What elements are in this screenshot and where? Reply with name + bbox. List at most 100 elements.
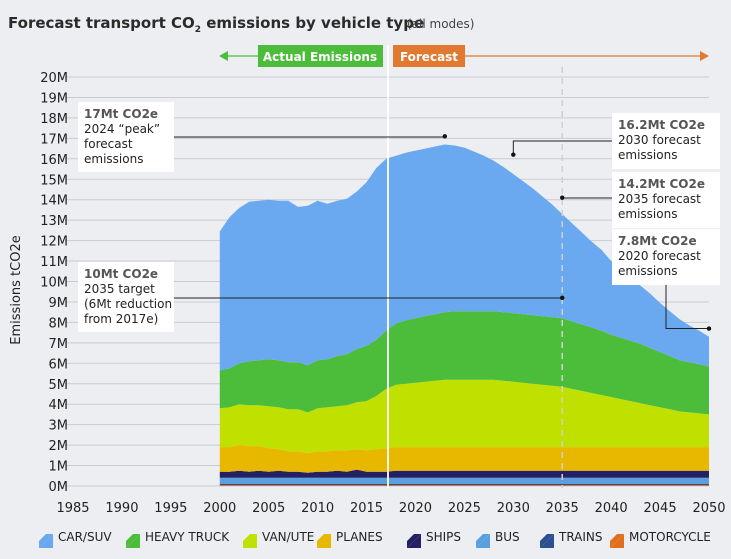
chart-title: Forecast transport CO2 emissions by vehi… [8,14,424,35]
x-tick-label: 2025 [448,501,481,516]
annotation-point [442,134,448,139]
y-tick-label: 18M [40,112,68,127]
y-tick-label: 20M [40,71,68,86]
legend: CAR/SUV HEAVY TRUCK VAN/UTE PLANES SHIPS BUS T… [39,530,711,548]
stacked-areas [219,144,710,486]
y-tick-label: 5M [49,378,69,393]
area-van [219,379,710,454]
legend-item-bus: BUS [476,530,520,548]
y-tick-label: 8M [49,316,69,331]
annotation-point [560,295,565,301]
y-tick-label: 14M [40,194,68,209]
forecast-label: Forecast [400,50,458,64]
annotation-box [78,102,174,172]
annotation-line: emissions [84,152,143,166]
annotation-line: 2030 forecast [618,133,701,147]
x-tick-label: 2000 [203,501,236,516]
y-tick-label: 19M [40,91,68,106]
y-tick-label: 17M [40,132,68,147]
x-tick-label: 2010 [301,501,334,516]
forecast-tag [393,45,465,67]
x-tick-label: 2005 [252,501,285,516]
x-tick-label: 2020 [399,501,432,516]
annotation-line: 2020 forecast [618,249,701,263]
annotation-value: 16.2Mt CO2e [618,118,705,132]
legend-label: MOTORCYCLE [629,530,711,544]
x-tick-label: 1990 [105,501,138,516]
forecast-arrow-head [700,51,709,61]
annotation-value: 17Mt CO2e [84,107,158,121]
phase-bar: Actual Emissions Forecast [219,45,709,67]
annotation-leader [665,285,709,330]
legend-label: CAR/SUV [58,530,112,544]
legend-swatch-top [610,534,624,548]
annotation-line: emissions [618,148,677,162]
legend-swatch-top [407,534,421,548]
legend-label: BUS [495,530,520,544]
legend-label: PLANES [336,530,383,544]
legend-item-van: VAN/UTE [243,530,314,548]
annotation-value: 14.2Mt CO2e [618,177,705,191]
legend-item-planes: PLANES [317,530,383,548]
area-trains [219,484,710,485]
legend-swatch-top [39,534,53,548]
actual-emissions-tag [258,45,383,67]
legend-label: SHIPS [426,530,461,544]
x-tick-label: 2040 [595,501,628,516]
y-tick-label: 6M [49,357,69,372]
y-tick-label: 11M [40,255,68,270]
annotation-box [612,172,720,228]
annotation-value: 10Mt CO2e [84,267,158,281]
annotation-line: 2035 forecast [618,192,701,206]
legend-label: TRAINS [558,530,603,544]
annotation-line: (6Mt reduction [84,297,172,311]
annotation-line: 2035 target [84,282,155,296]
legend-swatch-top [317,534,331,548]
x-axis-ticks: 1985 1990 1995 2000 2005 2010 2015 2020 2025 2030… [56,501,725,516]
annotation-line: emissions [618,207,677,221]
annotation-leader [512,140,612,155]
y-axis-ticks: 0M 1M 2M 3M 4M 5M 6M 7M 8M 9M 10M 11M 12M 13M 14M 15M 16… [40,71,68,495]
annotation-line: emissions [618,264,677,278]
area-heavy [219,311,710,415]
y-tick-label: 7M [49,337,69,352]
legend-swatch-top [476,534,490,548]
area-ships [219,469,710,478]
annotation-point [560,195,565,200]
y-tick-label: 2M [49,439,69,454]
y-tick-label: 1M [49,460,69,475]
x-tick-label: 1985 [56,501,89,516]
actual-emissions-label: Actual Emissions [263,50,377,64]
y-tick-label: 0M [49,480,69,495]
annotation-point [511,152,516,157]
annotation-point [706,326,712,331]
annotation-leader [174,136,446,138]
legend-label: HEAVY TRUCK [145,530,230,544]
annotation-line: from 2017e) [84,312,158,326]
y-tick-label: 9M [49,296,69,311]
legend-swatch-top [126,534,140,548]
actual-arrow-head [219,51,228,61]
y-tick-label: 3M [49,419,69,434]
y-tick-label: 4M [49,398,69,413]
annotation-box [612,113,720,169]
legend-item-car: CAR/SUV [39,530,112,548]
y-tick-label: 16M [40,153,68,168]
y-axis-label: Emissions tCO2e [9,235,24,344]
x-tick-label: 2035 [546,501,579,516]
phase-dividers [387,45,563,488]
annotation-line: forecast [84,137,133,151]
legend-label: VAN/UTE [262,530,314,544]
annotation-box [78,262,174,332]
legend-item-trains: TRAINS [540,530,603,548]
y-tick-label: 13M [40,214,68,229]
x-tick-label: 2030 [497,501,530,516]
area-car [219,144,710,371]
